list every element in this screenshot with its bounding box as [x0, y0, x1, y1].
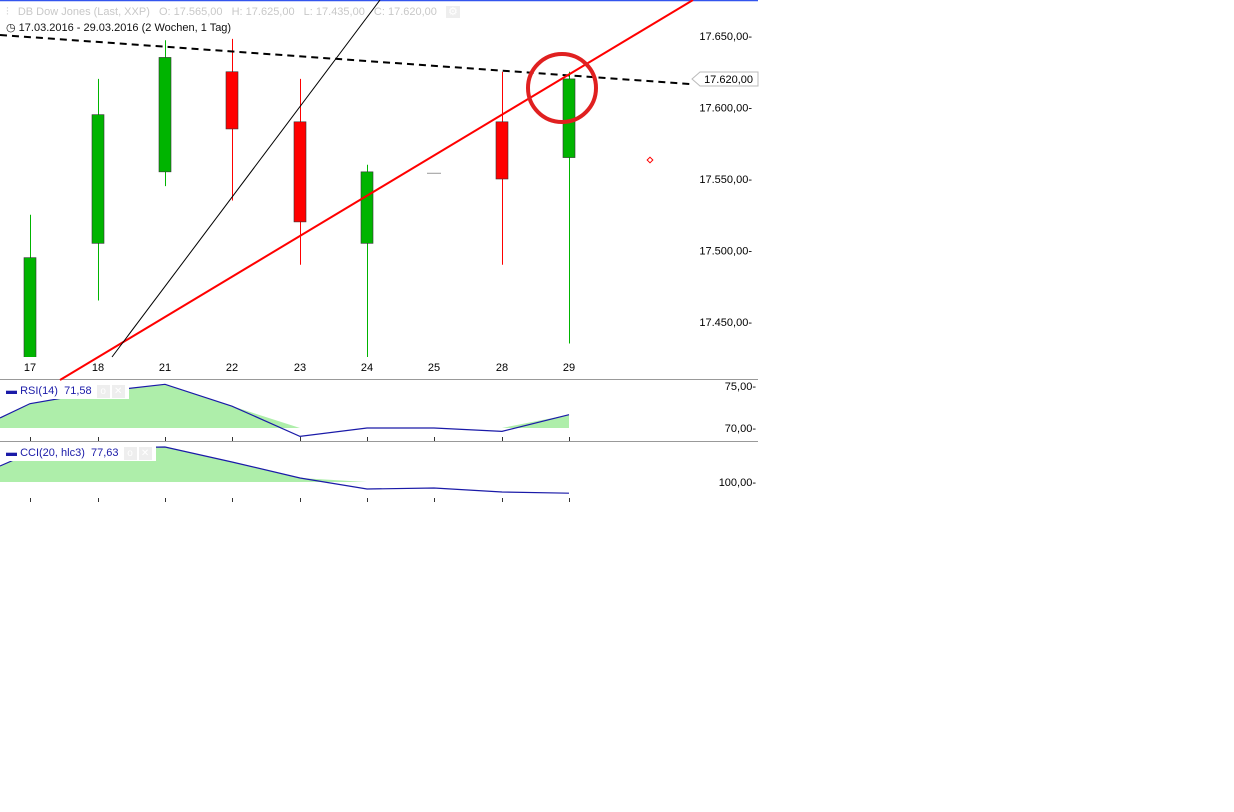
candle-body [225, 71, 239, 130]
series-color-icon: ▬ [6, 385, 17, 397]
date-range: ◷ 17.03.2016 - 29.03.2016 (2 Wochen, 1 T… [6, 21, 231, 34]
date-range-text: 17.03.2016 - 29.03.2016 (2 Wochen, 1 Tag… [18, 22, 232, 34]
resistance-trendline [0, 34, 691, 85]
current-price-tag [691, 71, 759, 87]
close-icon[interactable]: ✕ [111, 385, 125, 398]
indicator-tick-label: 100,00- [719, 477, 757, 489]
indicator-tick-label: 75,00- [725, 381, 757, 393]
open-value: O: 17.565,00 [158, 6, 223, 18]
marker-diamond [646, 156, 654, 164]
date-tick-label: 22 [226, 362, 238, 374]
date-tick-label: 28 [496, 362, 508, 374]
date-tick-label: 23 [294, 362, 306, 374]
settings-bars-icon[interactable]: ⫶ [6, 6, 9, 18]
high-value: H: 17.625,00 [231, 6, 295, 18]
close-icon[interactable]: ✕ [138, 447, 152, 460]
series-color-icon: ▬ [6, 447, 17, 459]
candle-body [360, 171, 374, 244]
price-tick-label: 17.550,00- [699, 174, 752, 186]
date-tick-label: 21 [159, 362, 171, 374]
candle-body [293, 121, 307, 223]
date-tick-label: 24 [361, 362, 373, 374]
cci-legend: ▬ CCI(20, hlc3) 77,63 o ✕ [6, 446, 156, 461]
price-tick-label: 17.600,00- [699, 103, 752, 115]
support-trendline [59, 0, 694, 381]
price-tick-label: 17.650,00- [699, 31, 752, 43]
rsi-name: RSI(14) [20, 385, 58, 397]
cci-name: CCI(20, hlc3) [20, 447, 85, 459]
instrument-header: ⫶ DB Dow Jones (Last, XXP) O: 17.565,00 … [6, 5, 466, 19]
indicator-tick-label: 70,00- [725, 423, 757, 435]
price-pane [23, 38, 576, 357]
cci-value: 77,63 [90, 447, 119, 459]
date-tick-label: 17 [24, 362, 36, 374]
price-tick-label: 17.450,00- [699, 317, 752, 329]
clock-icon: ◷ [6, 22, 16, 34]
trendline-thin [111, 0, 381, 358]
candle-body [91, 114, 105, 244]
RSI(14)-area [0, 384, 569, 428]
gear-icon[interactable]: o [96, 385, 110, 398]
gear-icon[interactable]: ⚙ [445, 6, 460, 18]
low-value: L: 17.435,00 [303, 6, 365, 18]
close-value: C: 17.620,00 [373, 6, 437, 18]
candle-body [158, 57, 172, 173]
gear-icon[interactable]: o [123, 447, 137, 460]
candle-body [23, 257, 37, 357]
instrument-title: DB Dow Jones (Last, XXP) [17, 6, 150, 18]
current-price-label: 17.620,00 [704, 74, 753, 86]
date-tick-label: 18 [92, 362, 104, 374]
rsi-value: 71,58 [64, 385, 92, 397]
price-tick-label: 17.500,00- [699, 246, 752, 258]
candle-body [495, 121, 509, 180]
highlight-circle [526, 52, 598, 124]
date-tick-label: 25 [428, 362, 440, 374]
rsi-legend: ▬ RSI(14) 71,58 o ✕ [6, 384, 129, 399]
date-tick-label: 29 [563, 362, 575, 374]
